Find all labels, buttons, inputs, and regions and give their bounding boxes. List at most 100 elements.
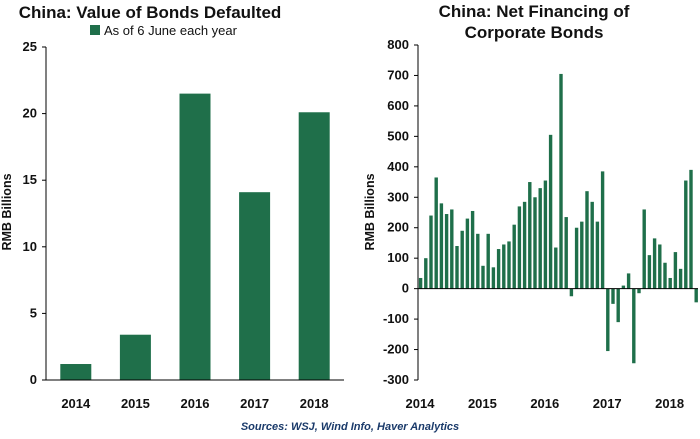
bar-month-11 bbox=[470, 210, 475, 289]
y-tick-label: 100 bbox=[387, 250, 409, 265]
bar-month-35 bbox=[595, 221, 600, 289]
sources-note: Sources: WSJ, Wind Info, Haver Analytics bbox=[240, 421, 460, 433]
chart-title-line-2: Corporate Bonds bbox=[465, 23, 604, 42]
y-tick-label: 10 bbox=[23, 239, 37, 254]
bar-month-51 bbox=[678, 268, 683, 289]
bars bbox=[60, 93, 330, 381]
y-tick-label: 200 bbox=[387, 220, 409, 235]
y-tick-label: 800 bbox=[387, 37, 409, 52]
bar-month-53 bbox=[689, 169, 693, 289]
y-tick-label: 300 bbox=[387, 189, 409, 204]
x-tick-label: 2014 bbox=[61, 396, 91, 411]
bar-month-40 bbox=[621, 285, 626, 289]
y-tick-label: 0 bbox=[30, 372, 37, 387]
bar-month-29 bbox=[564, 217, 568, 289]
bar-month-9 bbox=[460, 230, 464, 289]
bar-month-22 bbox=[528, 182, 532, 289]
bar-month-16 bbox=[496, 249, 501, 289]
y-tick-label: 25 bbox=[23, 39, 37, 54]
bar-month-28 bbox=[559, 73, 563, 289]
x-tick-label: 2018 bbox=[655, 396, 684, 411]
bar-month-10 bbox=[465, 218, 470, 289]
bar-month-19 bbox=[512, 224, 516, 289]
y-axis-ticks: 0 5 10 15 20 25 bbox=[23, 39, 46, 387]
bar-month-3 bbox=[429, 215, 433, 289]
bar-month-14 bbox=[486, 233, 490, 289]
x-tick-label: 2016 bbox=[181, 396, 210, 411]
bar-month-27 bbox=[554, 247, 558, 289]
bar-month-23 bbox=[533, 197, 537, 289]
legend-swatch bbox=[90, 25, 100, 35]
x-tick-label: 2015 bbox=[121, 396, 150, 411]
bar-month-37 bbox=[606, 288, 610, 352]
y-tick-label: 20 bbox=[23, 106, 37, 121]
bar-month-4 bbox=[434, 177, 438, 289]
bar-month-6 bbox=[444, 214, 449, 289]
bar-2014 bbox=[60, 364, 92, 380]
y-tick-label: 700 bbox=[387, 67, 409, 82]
y-tick-label: 15 bbox=[23, 172, 37, 187]
bar-month-49 bbox=[668, 277, 672, 289]
bar-month-24 bbox=[538, 188, 542, 289]
y-tick-label: 400 bbox=[387, 159, 409, 174]
bar-month-5 bbox=[439, 203, 444, 289]
y-axis-label: RMB Billions bbox=[363, 173, 377, 250]
chart-title: China: Value of Bonds Defaulted bbox=[19, 3, 282, 22]
y-tick-label: 500 bbox=[387, 128, 409, 143]
bar-month-20 bbox=[517, 206, 522, 289]
bar-month-33 bbox=[585, 191, 589, 289]
bar-month-1 bbox=[418, 277, 423, 289]
bar-month-31 bbox=[574, 227, 579, 289]
y-axis-ticks: -300 -200 -100 0 100 200 300 400 500 600 700 800 bbox=[383, 37, 418, 387]
bar-month-45 bbox=[647, 255, 652, 289]
bar-month-32 bbox=[580, 221, 584, 289]
x-tick-label: 2017 bbox=[240, 396, 269, 411]
bar-2018 bbox=[298, 112, 330, 380]
bar-month-13 bbox=[481, 265, 485, 289]
bar-month-54 bbox=[694, 288, 698, 303]
x-tick-label: 2016 bbox=[530, 396, 559, 411]
bar-month-15 bbox=[491, 267, 496, 289]
y-tick-label: -300 bbox=[383, 372, 409, 387]
y-tick-label: 600 bbox=[387, 98, 409, 113]
y-tick-label: -200 bbox=[383, 342, 409, 357]
bar-month-7 bbox=[450, 209, 454, 289]
bar-2017 bbox=[239, 192, 271, 380]
bar-month-21 bbox=[522, 201, 527, 289]
bar-month-47 bbox=[658, 244, 662, 289]
bonds-defaulted-chart: China: Value of Bonds Defaulted RMB Bill… bbox=[0, 3, 344, 411]
bar-month-8 bbox=[455, 246, 459, 289]
bar-month-42 bbox=[632, 288, 636, 364]
bar-month-48 bbox=[663, 262, 667, 289]
bar-month-52 bbox=[684, 180, 688, 289]
bar-month-39 bbox=[616, 288, 620, 323]
bar-month-50 bbox=[673, 252, 678, 289]
bar-month-26 bbox=[548, 134, 553, 289]
net-financing-chart: China: Net Financing of Corporate Bonds … bbox=[363, 2, 698, 411]
y-tick-label: -100 bbox=[383, 311, 409, 326]
x-tick-label: 2015 bbox=[468, 396, 497, 411]
x-axis-ticks: 2014 2015 2016 2017 2018 bbox=[61, 396, 328, 411]
bars bbox=[418, 73, 698, 364]
y-axis-label: RMB Billions bbox=[0, 173, 14, 250]
bar-month-17 bbox=[502, 244, 506, 289]
y-tick-label: 5 bbox=[30, 305, 37, 320]
bar-month-18 bbox=[507, 241, 511, 289]
bar-month-2 bbox=[424, 258, 428, 289]
legend-label: As of 6 June each year bbox=[104, 23, 238, 38]
bar-month-43 bbox=[637, 288, 641, 294]
x-tick-label: 2018 bbox=[300, 396, 329, 411]
y-tick-label: 0 bbox=[402, 281, 409, 296]
bar-month-34 bbox=[590, 201, 594, 289]
bar-month-25 bbox=[543, 180, 548, 289]
bar-month-46 bbox=[652, 238, 657, 289]
bar-2016 bbox=[179, 93, 211, 381]
chart-title-line-1: China: Net Financing of bbox=[439, 2, 630, 21]
bar-month-38 bbox=[611, 288, 615, 304]
bar-month-44 bbox=[642, 209, 646, 289]
x-axis-ticks: 2014 2015 2016 2017 2018 bbox=[406, 396, 685, 411]
bar-month-41 bbox=[626, 273, 631, 289]
bar-month-30 bbox=[569, 288, 574, 297]
bar-month-12 bbox=[476, 233, 480, 289]
